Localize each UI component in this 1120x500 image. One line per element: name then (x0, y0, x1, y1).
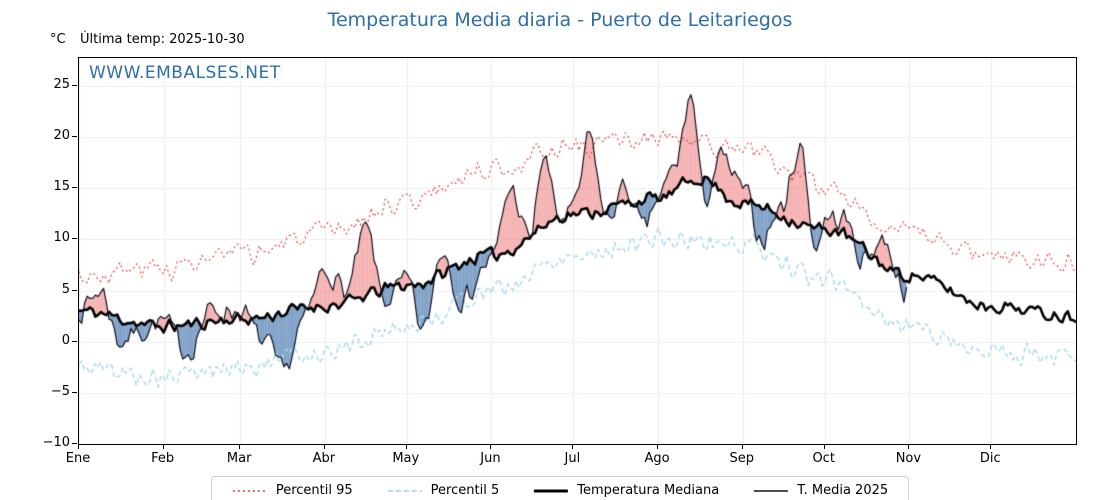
x-tick-mark (908, 444, 909, 449)
legend-item-t2025: T. Media 2025 (753, 483, 888, 498)
chart-title: Temperatura Media diaria - Puerto de Lei… (327, 9, 793, 31)
y-tick-label: 5 (61, 281, 70, 297)
legend-label-p5: Percentil 5 (430, 483, 500, 498)
legend-line-swatch-p5 (387, 489, 422, 492)
legend-item-p95: Percentil 95 (232, 483, 353, 498)
last-temp-label: Última temp: 2025-10-30 (80, 32, 245, 47)
x-tick-mark (78, 444, 79, 449)
y-tick-label: 10 (53, 230, 70, 246)
x-tick-label: Sep (729, 451, 755, 466)
x-tick-label: Ago (644, 451, 670, 466)
y-tick-label: 20 (53, 128, 70, 144)
x-tick-mark (990, 444, 991, 449)
y-tick-mark (72, 187, 77, 188)
y-tick-label: 0 (61, 332, 70, 348)
y-tick-mark (72, 238, 77, 239)
y-tick-mark (72, 392, 77, 393)
y-tick-mark (72, 136, 77, 137)
x-tick-label: May (392, 451, 420, 466)
legend-item-p5: Percentil 5 (387, 483, 500, 498)
x-tick-label: Jun (480, 451, 501, 466)
y-axis-unit-label: °C (50, 32, 66, 47)
x-tick-mark (163, 444, 164, 449)
x-tick-mark (406, 444, 407, 449)
x-tick-mark (490, 444, 491, 449)
legend-line-swatch-p95 (232, 489, 267, 492)
x-tick-label: Dic (979, 451, 1001, 466)
legend: Percentil 95 Percentil 5 Temperatura Media… (210, 476, 910, 500)
temperature-chart-canvas (79, 58, 1076, 444)
y-tick-mark (72, 443, 77, 444)
legend-label-mediana: Temperatura Mediana (577, 483, 720, 498)
x-tick-mark (824, 444, 825, 449)
legend-line-swatch-t2025 (754, 489, 789, 492)
legend-line-swatch-mediana (534, 489, 569, 492)
x-tick-label: Abr (312, 451, 336, 466)
watermark: WWW.EMBALSES.NET (89, 63, 281, 83)
y-tick-label: −5 (50, 383, 70, 399)
x-tick-label: Ene (65, 451, 91, 466)
x-tick-mark (572, 444, 573, 449)
x-tick-mark (324, 444, 325, 449)
legend-label-p95: Percentil 95 (275, 483, 353, 498)
y-tick-mark (72, 290, 77, 291)
y-tick-mark (72, 85, 77, 86)
x-tick-label: Mar (226, 451, 252, 466)
plot-area: WWW.EMBALSES.NET (78, 57, 1077, 445)
legend-item-mediana: Temperatura Mediana (533, 483, 719, 498)
y-tick-mark (72, 341, 77, 342)
x-tick-label: Feb (151, 451, 175, 466)
y-tick-label: 25 (53, 77, 70, 93)
y-tick-label: −10 (42, 435, 70, 450)
y-tick-label: 15 (53, 179, 70, 195)
legend-label-t2025: T. Media 2025 (797, 483, 889, 498)
x-tick-label: Jul (564, 451, 581, 466)
x-tick-label: Oct (812, 451, 835, 466)
x-tick-mark (657, 444, 658, 449)
x-tick-mark (239, 444, 240, 449)
x-tick-label: Nov (895, 451, 922, 466)
x-tick-mark (742, 444, 743, 449)
